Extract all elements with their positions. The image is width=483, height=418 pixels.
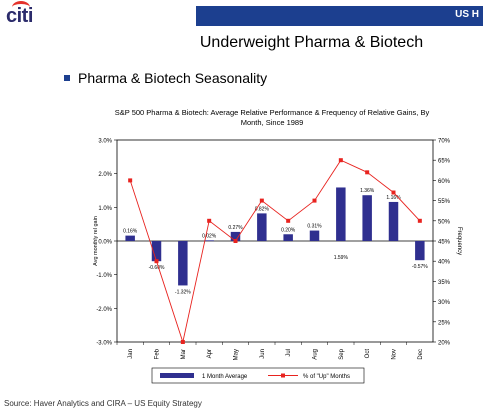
bar bbox=[283, 234, 293, 241]
y-tick-label: 2.0% bbox=[98, 172, 112, 178]
legend-line-marker bbox=[281, 373, 285, 378]
bar-data-label: 0.16% bbox=[123, 229, 138, 235]
x-tick-label: Dec bbox=[418, 349, 424, 360]
line-point bbox=[259, 198, 264, 203]
y2-tick-label: 45% bbox=[438, 240, 451, 246]
header-banner: US H bbox=[196, 6, 483, 26]
legend-line-label: % of "Up" Months bbox=[303, 374, 350, 380]
bar bbox=[309, 230, 320, 241]
x-tick-label: Sep bbox=[339, 348, 345, 359]
bar bbox=[125, 235, 135, 241]
legend-bar-label: 1 Month Average bbox=[202, 374, 248, 380]
x-tick-label: Feb bbox=[155, 348, 161, 359]
y2-tick-label: 50% bbox=[438, 219, 451, 225]
source-note: Source: Haver Analytics and CIRA – US Eq… bbox=[4, 399, 202, 408]
x-tick-label: Mar bbox=[181, 349, 187, 359]
legend-box bbox=[151, 367, 365, 384]
line-point bbox=[154, 259, 159, 264]
bar bbox=[204, 240, 214, 242]
y-axis-label: Avg monthly rel gain bbox=[93, 216, 99, 266]
bar-data-label: 1.59% bbox=[334, 255, 349, 261]
x-tick-label: May bbox=[234, 349, 240, 360]
line-point bbox=[312, 198, 317, 203]
y-tick-label: -1.0% bbox=[96, 273, 112, 279]
y-tick-label: 0.0% bbox=[98, 240, 112, 246]
line-series bbox=[129, 159, 421, 344]
bullet-square-icon bbox=[64, 75, 70, 81]
bar-data-label: 1.16% bbox=[386, 195, 401, 201]
y-tick-label: 1.0% bbox=[98, 206, 112, 212]
bar bbox=[178, 241, 188, 286]
bar-data-label: -0.60% bbox=[149, 265, 165, 271]
bar-data-label: 0.31% bbox=[307, 224, 322, 230]
line-point bbox=[128, 178, 133, 183]
bullet-text: Pharma & Biotech Seasonality bbox=[78, 70, 268, 86]
x-tick-label: Jun bbox=[260, 349, 266, 359]
bar bbox=[230, 231, 241, 241]
y2-tick-label: 70% bbox=[438, 139, 451, 145]
bar bbox=[415, 241, 425, 261]
y2-tick-label: 40% bbox=[438, 260, 451, 266]
bar bbox=[362, 195, 372, 241]
bar-data-label: 1.36% bbox=[360, 188, 375, 194]
line-point bbox=[391, 190, 396, 195]
bar bbox=[151, 241, 162, 262]
bar bbox=[257, 213, 267, 241]
line-point bbox=[286, 218, 291, 223]
y2-tick-label: 30% bbox=[438, 300, 451, 306]
x-tick-label: Jul bbox=[286, 349, 292, 357]
y2-tick-label: 55% bbox=[438, 199, 451, 205]
bar-data-label: 0.02% bbox=[202, 233, 217, 239]
y2-tick-label: 60% bbox=[438, 179, 451, 185]
logo-arc-icon bbox=[12, 1, 30, 14]
citi-logo: citi bbox=[6, 1, 33, 28]
y-tick-label: 3.0% bbox=[98, 139, 112, 145]
y-tick-label: -2.0% bbox=[96, 307, 112, 313]
line-point bbox=[417, 218, 422, 223]
x-tick-label: Apr bbox=[207, 349, 213, 358]
chart-title: S&P 500 Pharma & Biotech: Average Relati… bbox=[114, 108, 430, 127]
y-tick-label: -3.0% bbox=[96, 341, 112, 347]
bar-data-label: -1.32% bbox=[175, 289, 191, 295]
line-point bbox=[180, 340, 185, 344]
line-point bbox=[365, 170, 370, 175]
x-tick-label: Oct bbox=[365, 349, 371, 359]
banner-text: US H bbox=[455, 9, 479, 20]
x-tick-label: Aug bbox=[313, 349, 319, 360]
line-point bbox=[233, 239, 238, 243]
bar-data-label: -0.57% bbox=[412, 264, 428, 270]
bar-data-label: 0.20% bbox=[281, 227, 296, 233]
bar bbox=[388, 201, 399, 241]
x-tick-label: Jan bbox=[128, 349, 134, 359]
y2-tick-label: 25% bbox=[438, 320, 451, 326]
legend-bar-swatch bbox=[160, 373, 194, 378]
bar-data-label: 0.27% bbox=[228, 225, 243, 231]
bullet-point: Pharma & Biotech Seasonality bbox=[64, 70, 267, 86]
y2-tick-label: 65% bbox=[438, 159, 451, 165]
slide-title: Underweight Pharma & Biotech bbox=[199, 34, 424, 51]
y2-tick-label: 35% bbox=[438, 280, 451, 286]
x-tick-label: Nov bbox=[392, 349, 398, 360]
y2-tick-label: 20% bbox=[438, 341, 451, 347]
y2-axis-label: Frequency bbox=[456, 227, 462, 255]
bar-data-label: 0.82% bbox=[255, 206, 270, 212]
line-point bbox=[207, 218, 212, 223]
bar bbox=[336, 187, 346, 241]
line-point bbox=[338, 158, 343, 163]
